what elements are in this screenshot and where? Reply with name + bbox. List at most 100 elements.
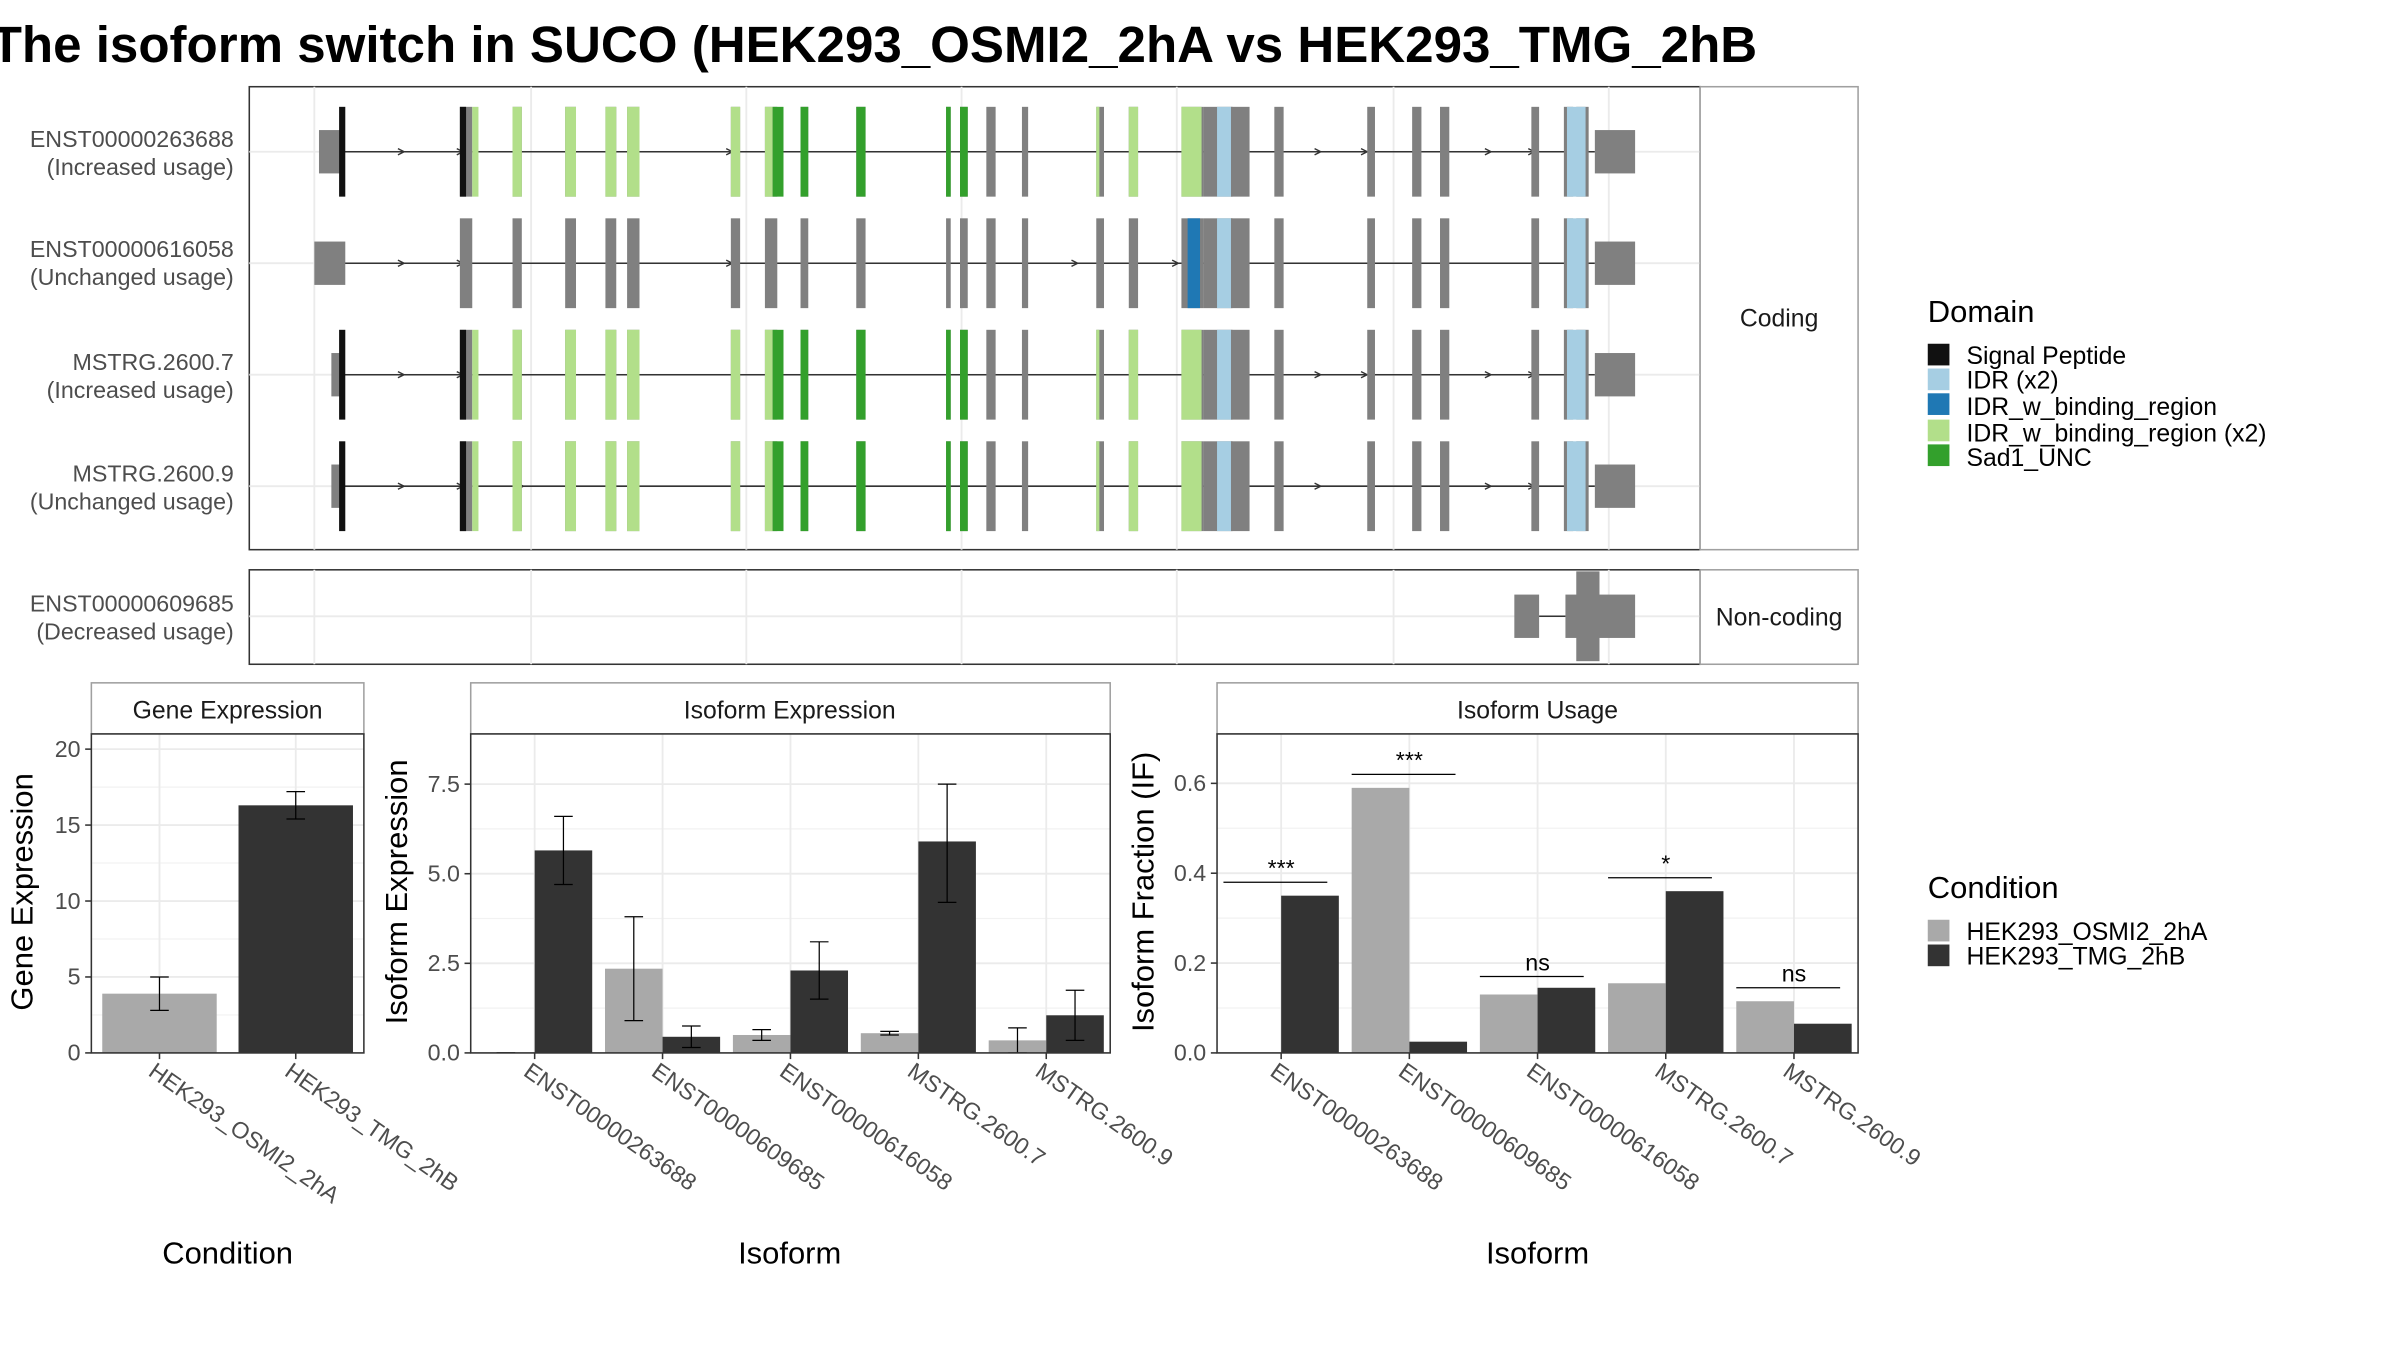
coding-exon	[1440, 329, 1450, 420]
coding-exon	[1531, 329, 1540, 420]
idr-binding-x2-domain	[730, 441, 741, 532]
sad1-unc-domain	[800, 441, 809, 532]
idr-binding-x2-domain	[605, 329, 617, 420]
coding-exon	[1230, 329, 1250, 420]
strand-arrow	[1484, 370, 1493, 379]
transcript-label: ENST00000616058	[30, 236, 234, 262]
coding-exon	[1021, 441, 1029, 532]
coding-exon	[512, 218, 522, 309]
coding-exon	[1096, 441, 1105, 532]
signal-peptide-domain	[339, 441, 346, 532]
significance-label: ns	[1525, 949, 1550, 975]
coding-exon	[1412, 106, 1422, 197]
coding-exon	[946, 218, 951, 309]
noncoding-exon	[1576, 571, 1600, 662]
idr-binding-x2-domain	[764, 106, 773, 197]
transcript-label: MSTRG.2600.9	[72, 461, 233, 487]
idr-binding-x2-domain	[472, 106, 479, 197]
coding-exon	[1021, 329, 1029, 420]
coding-exon	[1096, 218, 1105, 309]
idr-binding-x2-domain	[764, 329, 773, 420]
sad1-unc-domain	[946, 329, 951, 420]
significance-label: ***	[1396, 747, 1423, 773]
sad1-unc-domain	[856, 441, 866, 532]
chart-title: Gene Expression	[133, 697, 323, 724]
bar	[1479, 994, 1538, 1053]
coding-exon	[800, 218, 809, 309]
coding-exon	[1367, 218, 1375, 309]
utr-exon	[1594, 241, 1636, 285]
y-tick-label: 7.5	[428, 771, 460, 797]
x-axis-label: Condition	[162, 1235, 293, 1270]
sad1-unc-domain	[800, 106, 809, 197]
sad1-unc-domain	[946, 441, 951, 532]
y-tick-label: 20	[55, 736, 81, 762]
condition-legend-title: Condition	[1928, 870, 2059, 905]
strand-arrow	[1071, 259, 1080, 267]
y-tick-label: 2.5	[428, 950, 460, 976]
utr-exon	[331, 464, 341, 508]
sad1-unc-domain	[856, 106, 866, 197]
signal-peptide-domain	[339, 329, 346, 420]
utr-exon	[318, 130, 341, 174]
chart-strip	[469, 682, 1111, 735]
coding-exon	[1128, 218, 1139, 309]
bar	[732, 1034, 791, 1053]
chart-strip	[1216, 682, 1859, 735]
plot-border	[1216, 733, 1859, 1054]
legend-label: Sad1_UNC	[1966, 445, 2091, 472]
isoform-expression-chart: Isoform Expression Isoform Isoform Expre…	[379, 682, 1178, 1270]
idr-binding-x2-domain	[627, 106, 640, 197]
utr-exon	[1594, 464, 1636, 508]
coding-exon	[856, 218, 866, 309]
coding-exon	[1440, 441, 1450, 532]
transcript-usage-label: (Unchanged usage)	[30, 264, 234, 290]
coding-exon	[1274, 329, 1284, 420]
sad1-unc-domain	[960, 441, 968, 532]
strand-arrow	[1171, 259, 1180, 267]
idr-binding-x2-domain	[605, 441, 617, 532]
transcript-usage-label: (Increased usage)	[47, 154, 234, 180]
coding-exon	[1021, 218, 1029, 309]
utr-exon	[1594, 130, 1636, 174]
coding-exon	[565, 218, 577, 309]
transcript-usage-label: (Increased usage)	[47, 377, 234, 403]
sad1-unc-domain	[772, 329, 784, 420]
coding-panel	[248, 85, 1701, 551]
legend-key-idr-binding-x2	[1927, 419, 1950, 442]
bar	[238, 805, 353, 1053]
legend-label: Signal Peptide	[1966, 343, 2126, 370]
idr-binding-x2-domain	[1128, 329, 1139, 420]
bar	[1537, 987, 1596, 1053]
bar	[1736, 1001, 1794, 1053]
idr-binding-x2-domain	[627, 441, 640, 532]
legend-label: IDR_w_binding_region (x2)	[1966, 420, 2266, 447]
significance-label: ns	[1782, 961, 1807, 987]
strand-arrow	[1314, 370, 1323, 379]
coding-exon	[1367, 329, 1375, 420]
legend-label: HEK293_TMG_2hB	[1966, 944, 2185, 971]
idr-binding-x2-domain	[627, 329, 640, 420]
idr-binding-x2-domain	[1181, 329, 1202, 420]
noncoding-exon	[1514, 594, 1540, 638]
strand-arrow	[397, 482, 406, 490]
idr-domain	[1217, 441, 1231, 532]
strand-arrow	[397, 370, 406, 379]
sad1-unc-domain	[960, 106, 968, 197]
coding-exon	[730, 218, 741, 309]
legend-key-idr-binding	[1927, 393, 1950, 415]
idr-domain	[1217, 329, 1231, 420]
plot-border	[90, 733, 365, 1054]
idr-binding-domain	[1187, 218, 1201, 309]
bar	[1608, 983, 1666, 1053]
signal-peptide-domain	[459, 106, 467, 197]
coding-exon	[1230, 106, 1250, 197]
coding-exon	[605, 218, 617, 309]
utr-exon	[331, 353, 341, 397]
transcript-label: ENST00000609685	[30, 591, 234, 617]
chart-title: Isoform Usage	[1457, 697, 1618, 724]
transcript-usage-label: (Decreased usage)	[36, 618, 233, 644]
transcript-structure-panel: Coding Non-coding ENST00000263688 (Incre…	[30, 85, 1859, 666]
bar	[860, 1033, 919, 1053]
idr-domain	[1566, 441, 1586, 532]
